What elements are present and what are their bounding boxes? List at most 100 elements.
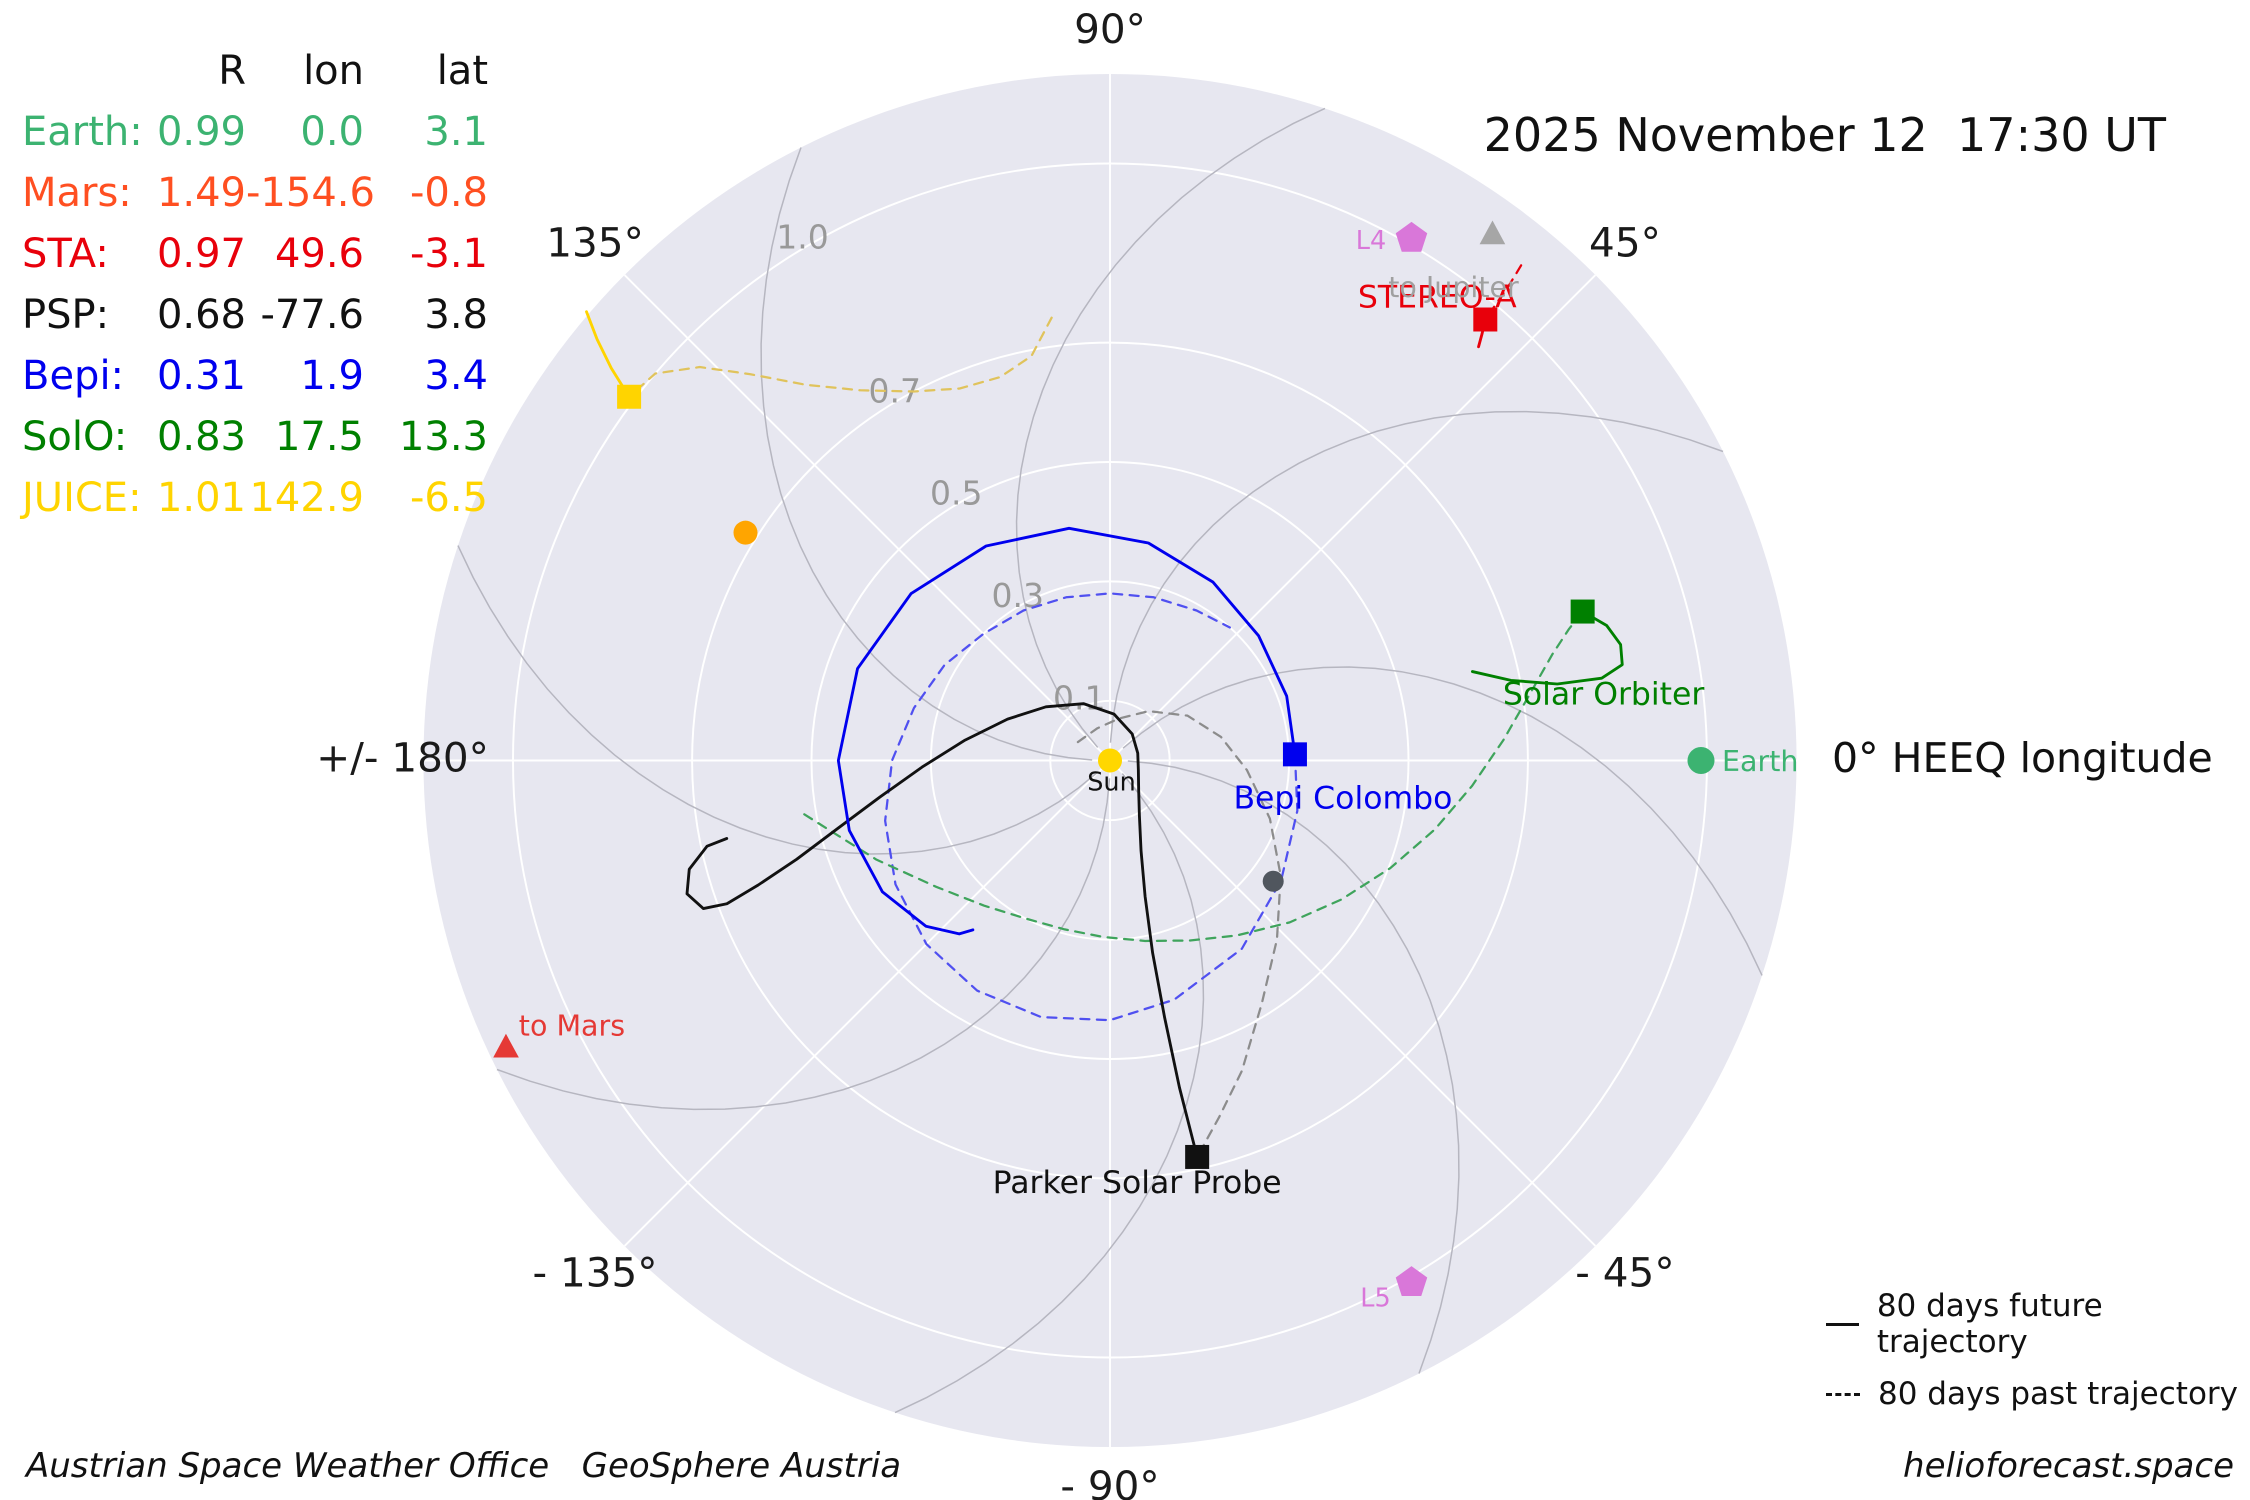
bepi-colombo-marker [1282,742,1307,767]
ephemeris-value: -77.6 [260,291,365,338]
sun-marker [1098,748,1122,773]
ephemeris-value: 49.6 [274,230,364,277]
body-name: SolO: [22,413,128,460]
grid-spoke [1109,274,1597,762]
ephemeris-value: -154.6 [246,169,375,216]
ephemeris-value: -0.8 [409,169,488,216]
bepi-colombo-future-trajectory [836,526,1297,936]
ephemeris-row-solo: SolO: 0.83 17.5 13.3 [22,406,488,467]
juice-past-trajectory [627,316,1053,398]
grid-circle [810,461,1410,1060]
grid-spoke [623,274,1111,762]
ephemeris-value: 0.99 [156,108,246,155]
solar-orbiter-label: Solar Orbiter [1503,677,1705,713]
timestamp: 2025 November 12 17:30 UT [1483,108,2166,162]
heeq-longitude-label: 0° HEEQ longitude [1832,734,2213,782]
parker-spiral [894,773,1205,1414]
attribution-right: helioforecast.space [1903,1446,2234,1486]
ephemeris-row-earth: Earth: 0.99 0.0 3.1 [22,101,488,162]
legend-future-row: 80 days future trajectory [1826,1288,2250,1360]
bepi-colombo-label: Bepi Colombo [1233,780,1452,816]
trajectory-legend: 80 days future trajectory 80 days past t… [1826,1288,2250,1412]
angle-tick-label: - 45° [1575,1248,1674,1296]
legend-past-label: 80 days past trajectory [1878,1376,2238,1412]
ephemeris-column-header: lon [303,47,364,94]
body-name: Bepi: [22,352,125,399]
to-jupiter-label: to Jupiter [1388,271,1519,304]
body-name: PSP: [22,291,110,338]
juice-marker [617,384,642,409]
parker-spiral [1127,760,1460,1374]
body-name: Mars: [22,169,132,216]
ephemeris-value: 142.9 [249,474,364,521]
ephemeris-value: 3.1 [424,108,488,155]
parker-spiral [760,147,1093,761]
ephemeris-value: 1.01 [156,474,246,521]
psp-label: Parker Solar Probe [993,1165,1282,1201]
parker-spiral [1015,107,1326,748]
ephemeris-value: 13.3 [398,413,488,460]
parker-spiral [1122,666,1763,976]
ephemeris-value: 17.5 [274,413,364,460]
ephemeris-value: -3.1 [409,230,488,277]
body-name: STA: [22,230,109,277]
legend-future-label: 80 days future trajectory [1876,1288,2103,1360]
r-tick-label: 0.3 [992,576,1044,615]
l5-marker [1395,1266,1428,1296]
angle-tick-label: 135° [546,219,644,267]
ephemeris-value: 1.9 [300,352,364,399]
grid-circle [691,341,1529,1180]
r-tick-label: 1.0 [776,218,828,257]
grid-spoke [623,759,1111,1247]
legend-past-row: 80 days past trajectory [1826,1376,2250,1412]
solar-orbiter-future-trajectory [1470,610,1624,686]
parker-spiral [496,778,1111,1111]
l5-label: L5 [1360,1284,1390,1314]
r-tick-label: 0.1 [1053,678,1105,717]
psp-marker [1185,1144,1210,1169]
angle-tick-label: 45° [1589,219,1661,267]
ephemeris-value: -6.5 [409,474,488,521]
mercury-marker [1262,870,1284,892]
ephemeris-row-bepi: Bepi: 0.31 1.9 3.4 [22,345,488,406]
angle-tick-label: +/- 180° [316,734,489,782]
grid-circle [1049,699,1171,822]
angle-tick-label: - 90° [1060,1462,1159,1500]
ephemeris-value: 3.4 [424,352,488,399]
parker-spiral [1109,410,1724,743]
future-line-sample [1826,1322,1859,1326]
ephemeris-row-mars: Mars: 1.49 -154.6 -0.8 [22,162,488,223]
solar-orbiter-marker [1570,599,1595,624]
solar-orbiter-past-trajectory [803,610,1584,943]
ephemeris-value: 0.68 [156,291,246,338]
ephemeris-row-psp: PSP: 0.68 -77.6 3.8 [22,284,488,345]
venus-marker [733,520,758,545]
juice-future-trajectory [585,310,631,399]
to-jupiter-marker [1479,220,1506,245]
ephemeris-column-header: lat [436,47,488,94]
bepi-colombo-past-trajectory [884,592,1299,1022]
ephemeris-value: 1.49 [156,169,246,216]
r-tick-label: 0.5 [930,474,982,513]
stereo-a-marker [1473,307,1498,332]
body-name: JUICE: [22,474,142,521]
to-mars-marker [493,1033,519,1058]
ephemeris-value: 0.97 [156,230,246,277]
ephemeris-value: 0.0 [300,108,364,155]
to-mars-label: to Mars [519,1009,625,1042]
ephemeris-value: 3.8 [424,291,488,338]
psp-future-trajectory [685,702,1199,1159]
body-name: Earth: [22,108,143,155]
ephemeris-column-header: R [218,47,246,94]
l4-marker [1395,221,1428,252]
grid-spoke [1109,759,1597,1247]
angle-tick-label: - 135° [533,1248,658,1296]
angle-tick-label: 90° [1074,5,1146,53]
stereo-a-label: STEREO-A [1358,280,1517,316]
parker-spiral [457,545,1098,855]
ephemeris-row-juice: JUICE: 1.01 142.9 -6.5 [22,467,488,528]
